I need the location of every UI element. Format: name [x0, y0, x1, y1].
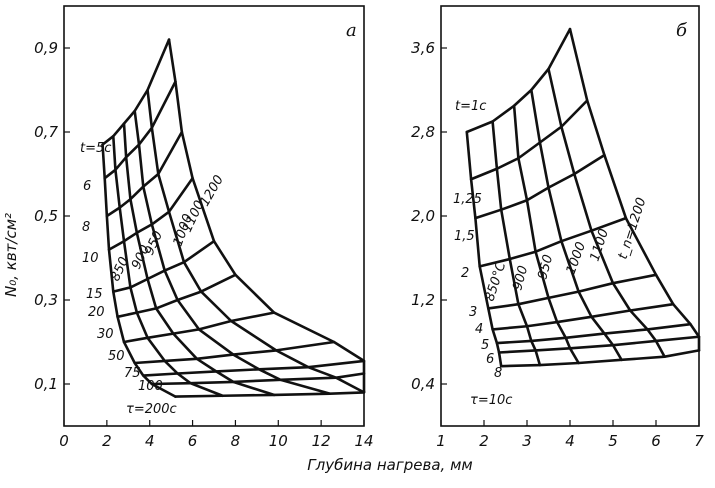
- panel-a-label-15: 15: [86, 287, 103, 302]
- panel-a-x-tick-label-4: 8: [231, 432, 241, 450]
- panel-b-series-line-5: [491, 302, 675, 331]
- panel-b-temperature-line-0: [465, 130, 503, 368]
- panel-a-series-line-5: [116, 273, 237, 319]
- panel-a-temperature-line-5: [167, 38, 366, 393]
- panel-a-y-tick-label-1: 0,3: [34, 291, 58, 309]
- panel-b-label-t10: τ=10с: [470, 393, 512, 408]
- panel-a-label-8: 8: [82, 220, 90, 235]
- panel-a-x-tick-label-3: 6: [188, 432, 198, 450]
- y-axis-title: N₀, квт/см²: [2, 213, 20, 297]
- panel-a-x-tick-label-1: 2: [102, 432, 112, 450]
- panel-a-letter: a: [346, 20, 357, 41]
- panel-a-label-30: 30: [97, 327, 114, 342]
- x-axis-title: Глубина нагрева, мм: [307, 456, 472, 474]
- panel-b-y-tick-label-3: 2,8: [411, 123, 435, 141]
- panel-b-y-tick-label-4: 3,6: [411, 39, 435, 57]
- panel-b-label-t1: t=1с: [455, 99, 486, 114]
- panel-a-label-50: 50: [108, 349, 125, 364]
- panel-b-x-tick-label-4: 5: [608, 432, 618, 450]
- panel-b-marks: [465, 27, 701, 368]
- panel-b-temperature-line-3: [529, 88, 623, 362]
- panel-a-series-line-4: [111, 239, 216, 293]
- panel-b-y-tick-label-0: 0,4: [411, 375, 435, 393]
- panel-b-series-line-0: [465, 27, 572, 134]
- panel-b-y-tick-label-2: 2,0: [411, 207, 435, 225]
- panel-a-label-75: 75: [124, 366, 141, 381]
- panel-a-x-tick-label-7: 14: [354, 432, 373, 450]
- panel-a-y-tick-label-0: 0,1: [34, 375, 58, 393]
- panel-b-x-tick-label-3: 4: [565, 432, 575, 450]
- panel-b-label-125: 1,25: [453, 192, 482, 207]
- panel-a-label-t5: t=5с: [80, 141, 111, 156]
- panel-a-x-tick-label-0: 0: [59, 432, 69, 450]
- panel-a-series-line-9: [150, 372, 366, 386]
- panel-b-series-line-6: [495, 322, 692, 345]
- panel-a-x-tick-label-5: 10: [269, 432, 288, 450]
- panel-a-marks: [101, 38, 366, 398]
- panel-b-x-tick-label-2: 3: [522, 432, 532, 450]
- panel-b-temperature-line-5: [568, 27, 701, 352]
- panel-b-series-line-1: [469, 99, 589, 181]
- panel-a-label-6: 6: [83, 179, 91, 194]
- panel-a-series-line-7: [133, 340, 336, 365]
- panel-b-series-line-7: [497, 335, 701, 354]
- panel-b-temperature-line-2: [512, 104, 580, 365]
- panel-a-temperature-line-1: [111, 134, 224, 398]
- panel-b-x-tick-label-1: 2: [479, 432, 489, 450]
- panel-a-temperature-line-4: [146, 88, 366, 394]
- panel-b-label-15: 1,5: [454, 229, 475, 244]
- panel-a-y-tick-label-2: 0,5: [34, 207, 58, 225]
- panel-a-series-line-0: [101, 38, 171, 146]
- panel-a-label-t200: τ=200с: [126, 402, 177, 417]
- panel-a-series-line-3: [107, 176, 194, 251]
- panel-b-letter: б: [676, 20, 688, 41]
- panel-b-y-tick-label-1: 1,2: [411, 291, 435, 309]
- panel-b-x-tick-label-0: 1: [436, 432, 446, 450]
- panel-b-series-line-3: [478, 216, 628, 268]
- panel-a-temperature-line-0: [101, 143, 177, 398]
- panel-a-label-10: 10: [82, 251, 99, 266]
- panel-b-label-5: 5: [481, 338, 489, 353]
- panel-a-series-line-6: [122, 311, 276, 344]
- panel-a-series-line-2: [105, 130, 184, 218]
- panel-b-label-2: 2: [461, 266, 469, 281]
- panel-a-label-20: 20: [88, 305, 105, 320]
- panel-a-x-tick-label-6: 12: [312, 432, 331, 450]
- panel-b-label-8: 8: [494, 366, 502, 381]
- panel-b-series-line-2: [474, 153, 606, 220]
- panel-b-temperature-line-1: [491, 120, 542, 367]
- panel-a-y-tick-label-3: 0,7: [34, 123, 58, 141]
- panel-a-y-tick-label-4: 0,9: [34, 39, 58, 57]
- panel-a-series-line-8: [141, 359, 366, 377]
- panel-a-x-tick-label-2: 4: [145, 432, 155, 450]
- panel-a-temperature-line-3: [133, 109, 332, 395]
- panel-b-series-line-8: [499, 349, 701, 368]
- panel-b-temperature-line-4: [547, 67, 666, 359]
- panel-a-temperature-line-2: [122, 122, 276, 397]
- panel-b-x-tick-label-6: 7: [694, 432, 704, 450]
- panel-b-label-6: 6: [486, 352, 494, 367]
- panel-b-label-4: 4: [475, 322, 483, 337]
- panel-b-series-line-4: [486, 273, 658, 310]
- panel-b-label-3: 3: [469, 305, 477, 320]
- panel-b-x-tick-label-5: 6: [651, 432, 661, 450]
- panel-a-series-line-1: [103, 80, 177, 180]
- axis-ticks: 0 2 4 6 8 10 12 140,10,30,50,70,91 2 3 4 5 6 70,41,22…: [34, 39, 704, 450]
